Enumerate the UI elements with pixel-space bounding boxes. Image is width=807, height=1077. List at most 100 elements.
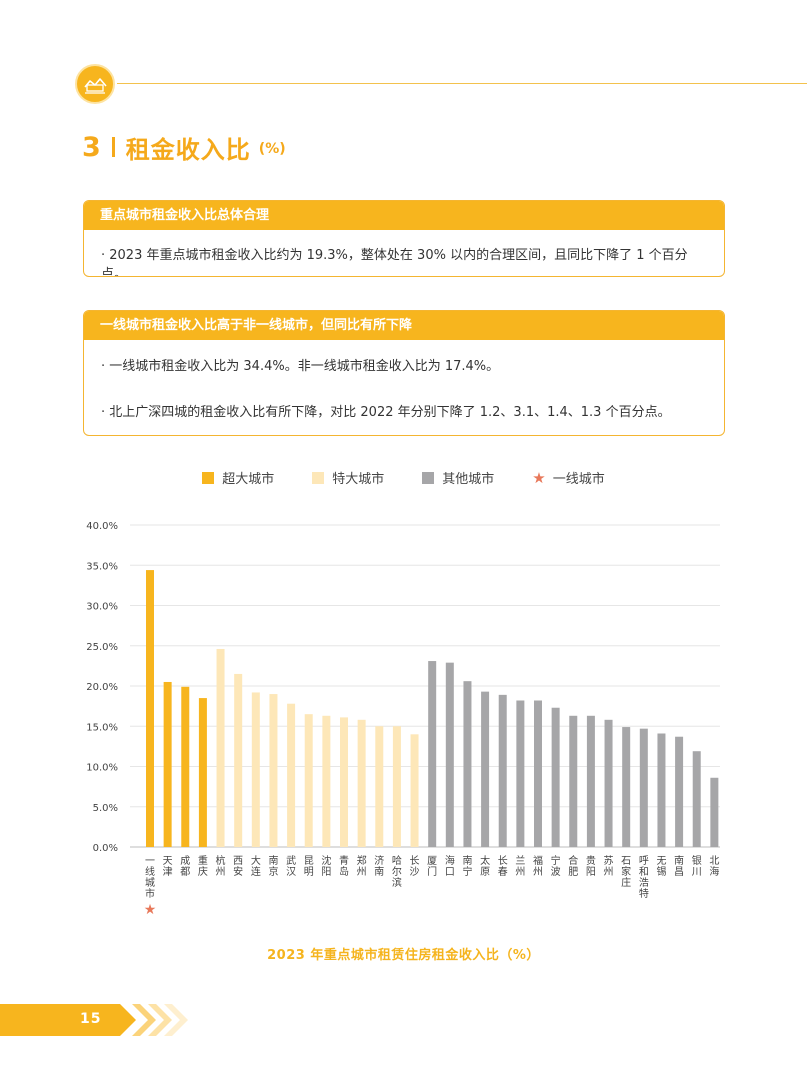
y-tick-label: 5.0%	[93, 803, 118, 814]
legend-swatch	[202, 471, 215, 484]
rent-income-ratio-chart: 0.0% 5.0% 10.0% 15.0% 20.0% 25.0% 30.0% 35.0% 40…	[86, 521, 720, 918]
x-tick-label: 一线城市	[145, 856, 155, 900]
x-tick-label: 南昌	[674, 854, 684, 878]
bar-北海	[710, 777, 719, 847]
x-tick-label: 昆明	[304, 855, 314, 878]
section-divider	[111, 137, 115, 157]
bar-太原	[481, 691, 490, 847]
bar-银川	[692, 751, 701, 847]
y-tick-label: 30.0%	[86, 602, 118, 613]
x-tick-label: 合肥	[568, 854, 578, 878]
legend-item-super-city: 超大城市	[202, 468, 274, 487]
bar-合肥	[569, 715, 578, 847]
bar-武汉	[287, 703, 296, 847]
star-icon: ★	[532, 468, 546, 487]
section-number: 3	[82, 131, 101, 163]
bar-济南	[375, 726, 384, 847]
legend-label: 其他城市	[442, 472, 495, 487]
bar-青岛	[340, 717, 348, 847]
bar-南京	[269, 694, 278, 847]
y-tick-label: 15.0%	[86, 722, 118, 733]
bar-杭州	[216, 648, 225, 847]
bar-厦门	[428, 661, 437, 847]
x-tick-label: 石家庄	[621, 856, 631, 889]
summary-box-1: 重点城市租金收入比总体合理 · 2023 年重点城市租金收入比约为 19.3%，…	[83, 200, 725, 277]
x-tick-label: 福州	[533, 854, 543, 878]
x-tick-label: 天津	[163, 856, 173, 878]
y-tick-label: 10.0%	[86, 763, 118, 774]
x-tick-label: 银川	[692, 854, 702, 878]
x-tick-label: 厦门	[427, 855, 437, 878]
legend-item-other-city: 其他城市	[422, 468, 494, 487]
legend-item-mega-city: 特大城市	[312, 468, 384, 487]
y-tick-label: 20.0%	[86, 682, 118, 693]
x-tick-label: 郑州	[357, 854, 367, 878]
bar-昆明	[304, 714, 313, 847]
chart-caption: 2023 年重点城市租赁住房租金收入比（%）	[267, 948, 540, 963]
x-tick-label: 长沙	[410, 855, 420, 878]
summary-box-1-line: · 2023 年重点城市租金收入比约为 19.3%，整体处在 30% 以内的合理…	[101, 248, 688, 277]
x-tick-label: 无锡	[656, 856, 666, 878]
x-tick-label: 哈尔滨	[392, 854, 402, 889]
x-tick-label: 济南	[374, 854, 384, 878]
summary-box-1-body: · 2023 年重点城市租金收入比约为 19.3%，整体处在 30% 以内的合理…	[84, 244, 724, 277]
bar-福州	[534, 700, 542, 847]
bar-无锡	[657, 733, 666, 847]
x-tick-label: 杭州	[216, 854, 226, 878]
y-tick-label: 25.0%	[86, 642, 118, 653]
section-unit: (%)	[258, 141, 286, 157]
x-tick-label: 沈阳	[321, 854, 331, 878]
x-tick-label: 西安	[233, 856, 243, 878]
section-heading: 租金收入比	[125, 135, 251, 164]
x-tick-label: 青岛	[339, 854, 349, 878]
bar-海口	[445, 662, 454, 847]
x-tick-label: 北海	[709, 855, 719, 878]
bar-宁波	[551, 707, 560, 847]
bar-哈尔滨	[392, 726, 401, 847]
legend-swatch	[422, 471, 435, 484]
summary-box-1-header: 重点城市租金收入比总体合理	[84, 201, 724, 230]
x-tick-label: 海口	[445, 854, 455, 878]
section-title: 3 租金收入比 (%)	[82, 130, 286, 164]
summary-box-2-line-1: · 一线城市租金收入比为 34.4%。非一线城市租金收入比为 17.4%。	[101, 359, 500, 374]
x-tick-label: 南京	[268, 854, 278, 878]
legend-label: 一线城市	[552, 472, 605, 487]
bar-郑州	[357, 719, 366, 847]
summary-box-2-line-2: · 北上广深四城的租金收入比有所下降，对比 2022 年分别下降了 1.2、3.…	[101, 405, 671, 420]
y-tick-label: 40.0%	[86, 521, 118, 532]
legend-swatch	[312, 471, 325, 484]
first-tier-star-icon: ★	[144, 902, 157, 918]
legend-label: 超大城市	[222, 472, 275, 487]
bar-天津	[163, 681, 172, 847]
x-tick-label: 成都	[180, 855, 190, 878]
bar-兰州	[516, 700, 525, 847]
x-tick-label: 重庆	[198, 854, 208, 878]
bar-长沙	[410, 734, 419, 847]
page-number: 15	[80, 1011, 102, 1027]
x-tick-label: 大连	[251, 854, 261, 878]
bar-沈阳	[322, 715, 331, 847]
bar-一线城市	[146, 570, 154, 847]
house-logo-icon	[84, 78, 107, 94]
x-tick-label: 苏州	[604, 854, 614, 878]
bar-西安	[234, 673, 243, 847]
summary-box-2-body: · 一线城市租金收入比为 34.4%。非一线城市租金收入比为 17.4%。 · …	[84, 355, 724, 420]
bar-呼和浩特	[639, 728, 648, 847]
y-tick-label: 0.0%	[93, 843, 118, 854]
bar-大连	[251, 692, 260, 847]
bar-成都	[181, 686, 190, 847]
header-rule	[117, 83, 807, 84]
x-tick-label: 呼和浩特	[639, 855, 649, 900]
footer-arrow-band	[0, 1004, 188, 1036]
bar-重庆	[198, 698, 207, 847]
summary-box-2-header: 一线城市租金收入比高于非一线城市，但同比有所下降	[84, 311, 724, 340]
logo	[75, 64, 115, 104]
x-tick-label: 南宁	[462, 854, 472, 878]
bar-石家庄	[622, 727, 631, 847]
legend-label: 特大城市	[332, 472, 385, 487]
summary-box-2: 一线城市租金收入比高于非一线城市，但同比有所下降 · 一线城市租金收入比为 34…	[83, 310, 725, 436]
bar-贵阳	[586, 715, 595, 847]
bar-苏州	[604, 719, 613, 847]
y-tick-label: 35.0%	[86, 561, 118, 572]
x-tick-label: 武汉	[286, 854, 296, 878]
